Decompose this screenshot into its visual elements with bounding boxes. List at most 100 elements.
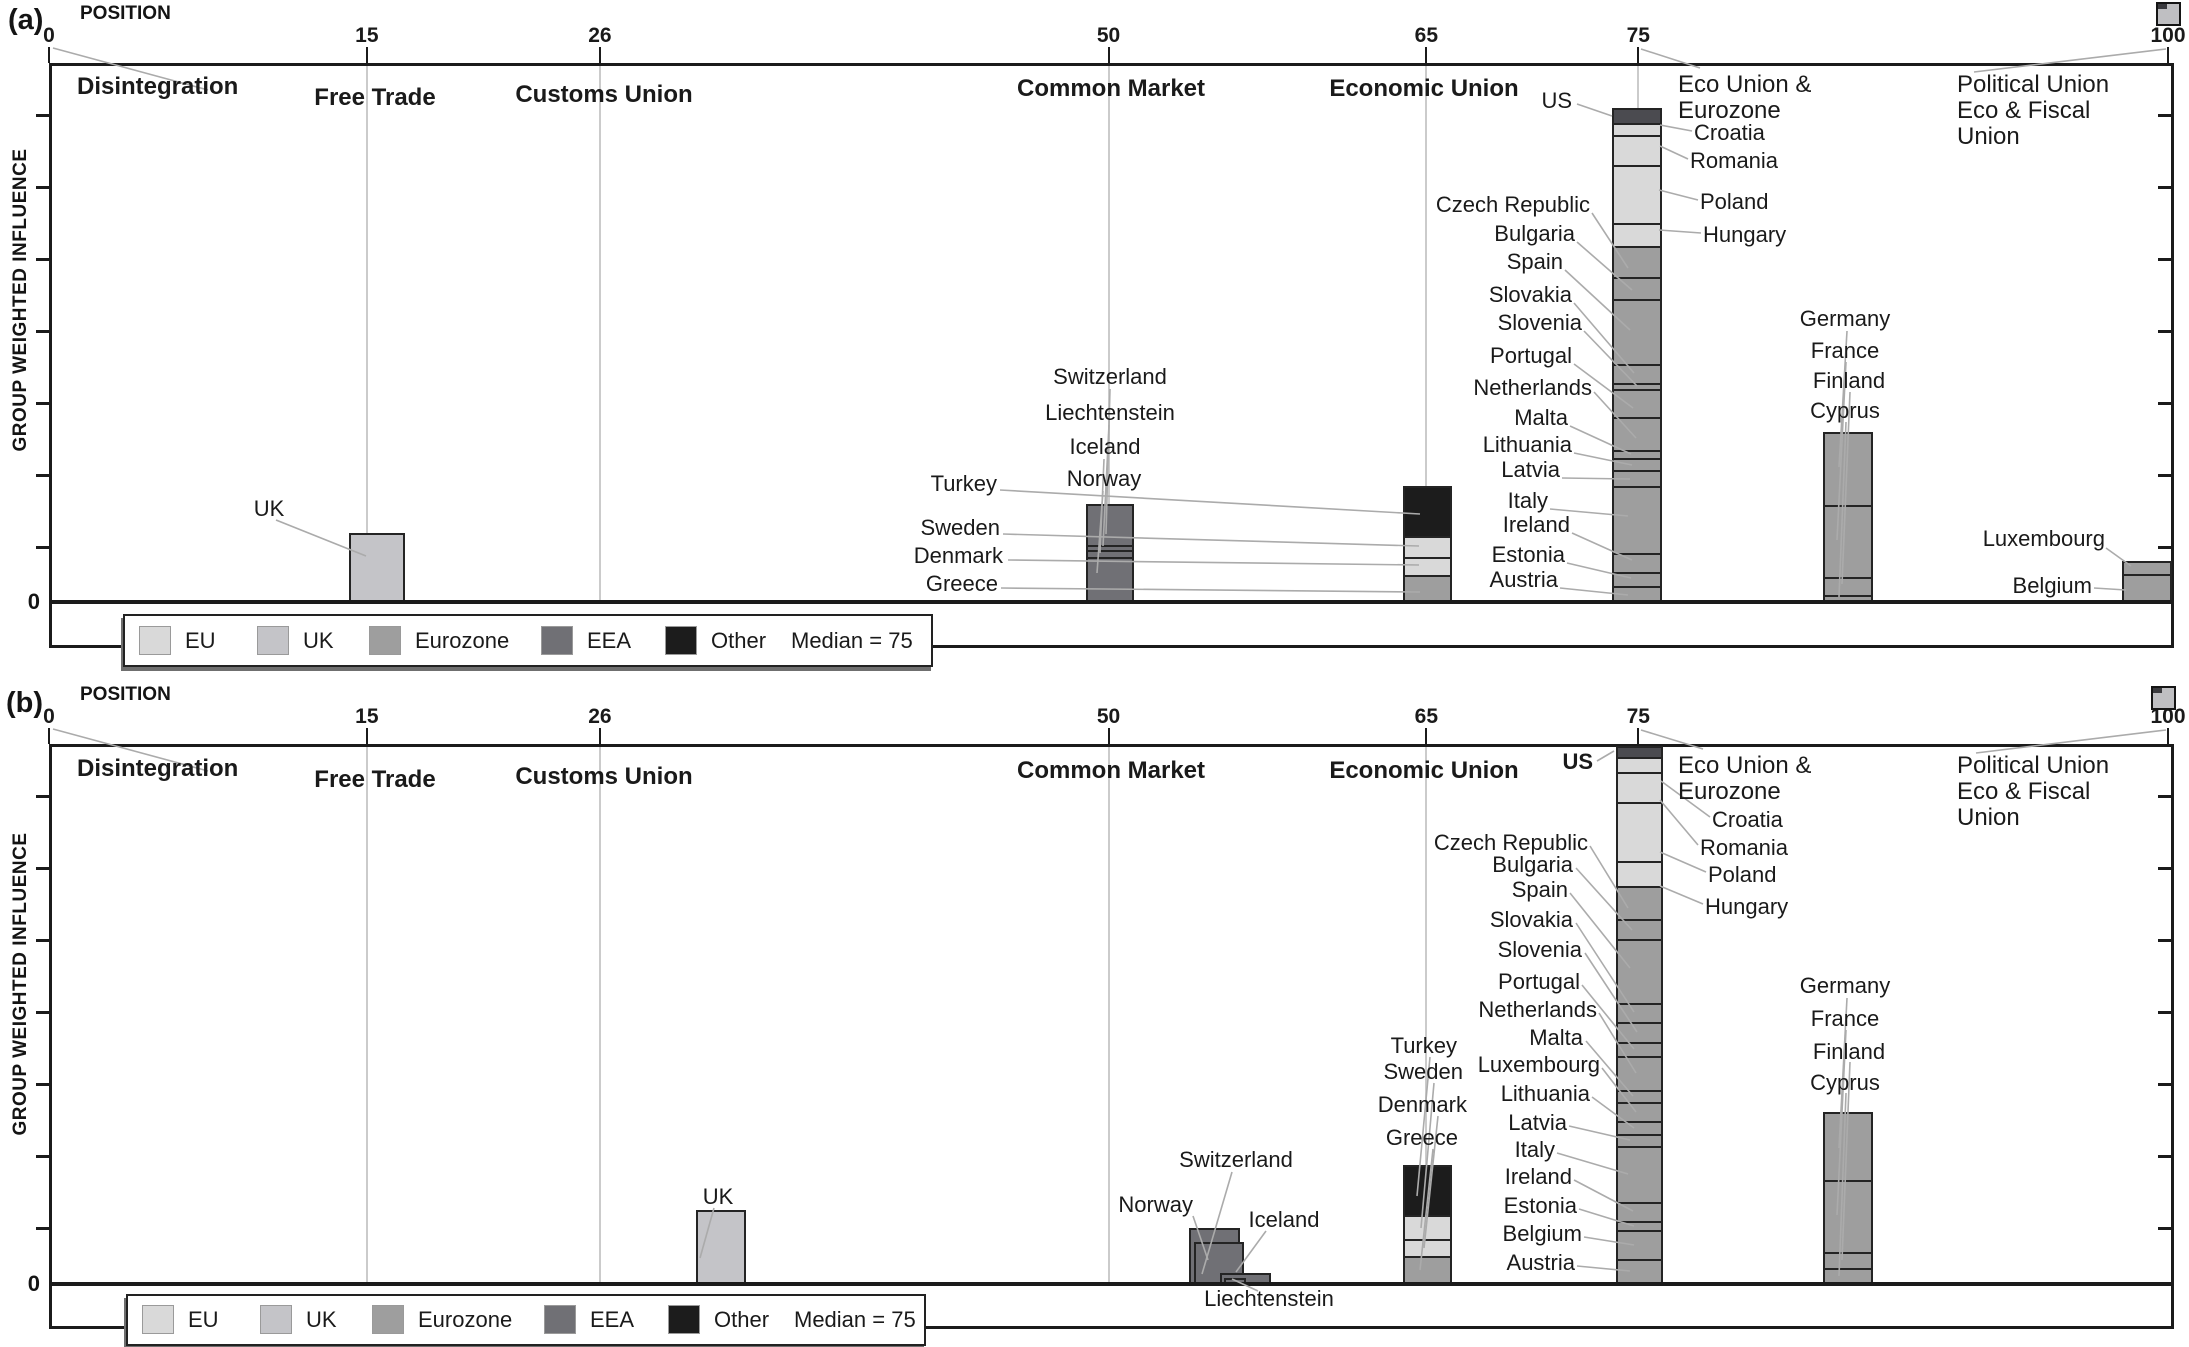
grid-line-50-a: [1107, 63, 1110, 602]
bar-segment-belgium-b: [1618, 1232, 1661, 1261]
bar-segment-slovakia-a: [1614, 366, 1660, 385]
legend-median-label-b: Median = 75: [794, 1307, 916, 1332]
country-label-turkey-b: Turkey: [1390, 1033, 1457, 1058]
legend-label-eu-a: EU: [185, 627, 216, 653]
y-tick-right-b: [2158, 939, 2171, 942]
country-label-bulgaria-a: Bulgaria: [1494, 221, 1575, 246]
legend-swatch-eu-a: [139, 625, 171, 655]
x-tick-50-b: [1107, 728, 1110, 744]
grid-line-50-b: [1107, 744, 1110, 1284]
country-label-norway-b: Norway: [1118, 1192, 1193, 1217]
country-label-netherlands-b: Netherlands: [1478, 997, 1597, 1022]
x-tick-label-26-b: 26: [588, 705, 612, 728]
legend-swatch-eurozone-a: [369, 625, 401, 655]
mini-bar-marker-b: [2151, 686, 2176, 710]
country-label-germany-a: Germany: [1799, 306, 1891, 331]
country-label-poland-b: Poland: [1708, 862, 1777, 887]
legend-label-other-a: Other: [711, 627, 767, 653]
mini-bar-marker-a: [2156, 2, 2181, 26]
bar-segment-estonia-a: [1614, 574, 1660, 588]
baseline-b: [49, 1282, 2174, 1286]
bar-segment-romania-a: [1614, 137, 1660, 167]
country-label-us-a: US: [1541, 88, 1572, 113]
y-axis-title-a: GROUP WEIGHTED INFLUENCE: [10, 148, 31, 452]
x-tick-0-b: [48, 728, 50, 744]
stage-label-political-union-b: Political Union Eco & Fiscal Union: [1957, 752, 2110, 831]
country-label-sweden-b: Sweden: [1383, 1059, 1463, 1084]
x-axis-title-b: POSITION: [80, 684, 171, 705]
bar-segment-lithuania-b: [1618, 1123, 1661, 1136]
x-tick-100-a: [2167, 47, 2169, 63]
y-tick-left-b: [36, 939, 49, 942]
bar-economic-union-b: [1403, 1165, 1452, 1286]
country-label-liechtenstein-a: Liechtenstein: [1045, 400, 1175, 425]
bar-segment-romania-b: [1618, 774, 1661, 804]
country-label-slovakia-b: Slovakia: [1489, 907, 1573, 932]
country-label-uk-b: UK: [702, 1184, 734, 1209]
country-label-czech-republic-a: Czech Republic: [1435, 192, 1590, 217]
bar-segment-ireland-a: [1614, 555, 1660, 574]
y-tick-right-b: [2158, 795, 2171, 798]
baseline-a: [49, 600, 2174, 604]
country-label-cyprus-a: Cyprus: [1810, 398, 1880, 423]
bar-segment-bulgaria-b: [1618, 921, 1661, 941]
legend-swatch-eea-b: [544, 1305, 576, 1334]
legend-swatch-other-b: [668, 1305, 700, 1334]
y-tick-left-b: [36, 795, 49, 798]
panel-b-tag: (b): [6, 687, 44, 719]
x-tick-label-15-a: 15: [355, 24, 379, 47]
y-tick-right-a: [2158, 330, 2171, 333]
x-tick-15-a: [365, 47, 368, 63]
bar-segment-hungary-b: [1618, 863, 1661, 888]
country-label-ireland-b: Ireland: [1504, 1164, 1572, 1189]
country-label-us-b: US: [1562, 749, 1593, 774]
bar-segment-netherlands-a: [1614, 419, 1660, 452]
legend-swatch-eurozone-b: [372, 1305, 404, 1334]
bar-segment-luxembourg-a: [2124, 563, 2170, 576]
y-tick-right-b: [2158, 1011, 2171, 1014]
bar-eco-union-eurozone-a: [1612, 108, 1662, 604]
grid-line-26-b: [598, 744, 601, 1284]
x-tick-0-a: [48, 47, 50, 63]
bar-segment-france-b: [1825, 1182, 1871, 1254]
country-label-czech-republic-b: Czech Republic: [1433, 830, 1588, 855]
country-label-iceland-a: Iceland: [1069, 434, 1141, 459]
bar-segment-italy-a: [1614, 488, 1660, 555]
country-label-portugal-a: Portugal: [1490, 343, 1572, 368]
x-tick-label-50-a: 50: [1096, 24, 1121, 47]
bar-segment-spain-a: [1614, 301, 1660, 366]
bar-segment-croatia-b: [1618, 759, 1661, 774]
bar-segment-us-b: [1618, 748, 1661, 759]
country-label-spain-b: Spain: [1511, 877, 1568, 902]
x-tick-50-a: [1107, 47, 1110, 63]
legend-label-eu-b: EU: [188, 1307, 219, 1332]
y-tick-left-b: [36, 867, 49, 870]
country-label-norway-a: Norway: [1066, 466, 1142, 491]
stage-label-disintegration-b: Disintegration: [77, 754, 239, 782]
bar-segment-czech-republic-a: [1614, 248, 1660, 279]
legend-swatch-uk-b: [260, 1305, 292, 1334]
y-tick-right-b: [2158, 1227, 2171, 1230]
y-tick-right-b: [2158, 1155, 2171, 1158]
bar-segment-estonia-b: [1618, 1223, 1661, 1232]
country-label-italy-a: Italy: [1507, 488, 1548, 513]
y-axis-title-b: GROUP WEIGHTED INFLUENCE: [10, 832, 31, 1136]
legend-swatch-other-a: [665, 625, 697, 655]
y-tick-left-b: [36, 1227, 49, 1230]
bar-segment-portugal-b: [1618, 1044, 1661, 1058]
bar-segment-iceland-a: [1088, 552, 1132, 559]
panel-a-tag: (a): [8, 4, 44, 36]
grid-line-65-b: [1425, 744, 1428, 1284]
country-label-greece-a: Greece: [925, 571, 998, 596]
country-label-sweden-a: Sweden: [920, 515, 1000, 540]
x-tick-label-0-b: 0: [43, 705, 55, 728]
bar-germany-group-b: [1823, 1112, 1873, 1286]
bar-uk-b: [696, 1210, 746, 1286]
y-tick-left-a: [36, 474, 49, 477]
country-label-denmark-a: Denmark: [913, 543, 1003, 568]
stage-label-free-trade-b: Free Trade: [314, 765, 436, 793]
country-label-france-a: France: [1810, 338, 1880, 363]
x-tick-label-26-a: 26: [588, 24, 612, 47]
y-zero-label-a: 0: [27, 589, 40, 614]
